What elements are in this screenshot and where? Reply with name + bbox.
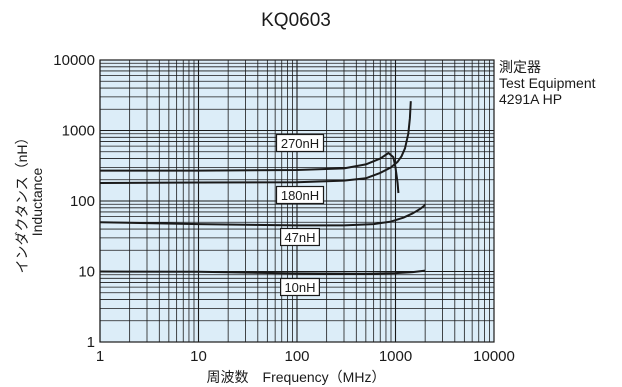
y-tick-label: 1 xyxy=(87,334,95,351)
series-label-text: 180nH xyxy=(281,188,319,203)
equipment-note: 測定器 Test Equipment 4291A HP xyxy=(499,59,596,107)
y-axis-label-en: Inductance xyxy=(29,168,45,237)
y-tick-label: 1000 xyxy=(62,123,95,140)
series-line-47nH xyxy=(99,204,426,227)
x-tick-label: 10000 xyxy=(473,348,515,365)
series-label-box xyxy=(275,133,325,153)
series-label-10nH: 10nH xyxy=(280,277,321,297)
y-axis-label-ja: インダクタンス（nH） xyxy=(14,130,30,273)
y-tick-label: 100 xyxy=(70,193,95,210)
equipment-note-line-2: Test Equipment xyxy=(499,75,596,91)
series-label-text: 47nH xyxy=(284,230,315,245)
series-layer xyxy=(99,101,426,275)
x-tick-label: 1000 xyxy=(379,348,412,365)
series-label-box xyxy=(275,185,325,205)
x-tick-label: 10 xyxy=(190,348,207,365)
x-axis-label: 周波数 Frequency（MHz） xyxy=(207,369,386,385)
series-line-180nH xyxy=(99,101,412,184)
series-line-270nH xyxy=(100,152,400,194)
series-label-box xyxy=(280,227,321,247)
y-tick-label: 10 xyxy=(78,264,95,281)
series-label-box xyxy=(280,277,321,297)
series-line-10nH xyxy=(99,269,426,275)
y-tick-labels: 1 10 100 1000 10000 xyxy=(53,52,95,351)
grid xyxy=(99,60,494,343)
series-label-47nH: 47nH xyxy=(280,227,321,247)
x-tick-label: 100 xyxy=(284,348,309,365)
plot-frame xyxy=(99,59,495,343)
equipment-note-line-3: 4291A HP xyxy=(499,91,562,107)
chart-title: KQ0603 xyxy=(261,10,331,31)
series-label-text: 10nH xyxy=(284,280,315,295)
series-labels: 270nH 180nH 47nH 10nH xyxy=(275,133,325,297)
x-tick-labels: 1 10 100 1000 10000 xyxy=(96,348,515,365)
y-tick-label: 10000 xyxy=(53,52,95,69)
series-label-180nH: 180nH xyxy=(275,185,325,205)
series-label-270nH: 270nH xyxy=(275,133,325,153)
series-label-text: 270nH xyxy=(281,136,319,151)
x-tick-label: 1 xyxy=(96,348,104,365)
equipment-note-line-1: 測定器 xyxy=(499,59,541,75)
